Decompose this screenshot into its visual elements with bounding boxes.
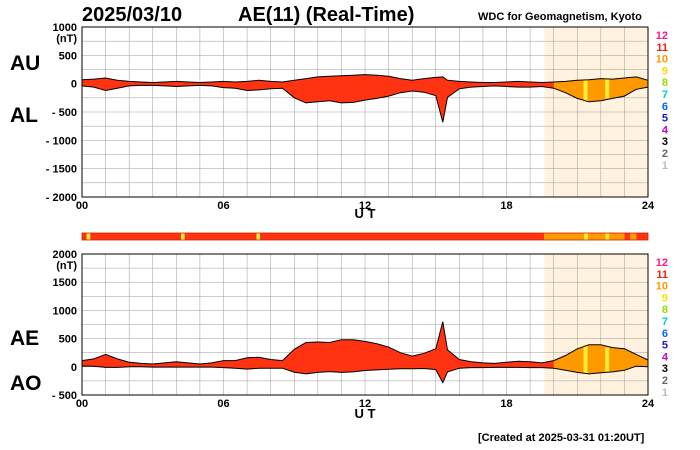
series-line-al <box>81 84 649 123</box>
activity-bar-segment <box>630 233 637 240</box>
scale-label: 3 <box>662 363 668 375</box>
scale-label: 10 <box>656 54 668 66</box>
activity-bar-segment <box>90 233 182 240</box>
source-label: WDC for Geomagnetism, Kyoto <box>478 11 642 23</box>
activity-bar-segment <box>256 233 261 240</box>
activity-bar-segment <box>609 233 625 240</box>
activity-bar-segment <box>181 233 185 240</box>
activity-bar-segment <box>584 233 588 240</box>
created-timestamp: [Created at 2025-03-31 01:20UT] <box>478 432 645 444</box>
y-tick-label: - 1000 <box>46 135 77 147</box>
plot-frame <box>81 26 649 198</box>
x-tick-label: 24 <box>642 398 655 410</box>
x-tick-label: 06 <box>217 398 229 410</box>
series-line-ao <box>81 365 649 384</box>
scale-label: 8 <box>662 77 668 89</box>
x-axis-label: U T <box>355 206 376 221</box>
scale-label: 12 <box>656 30 668 42</box>
y-tick-label: 0 <box>71 79 77 91</box>
area-fill-late-1 <box>553 344 648 374</box>
x-tick-label: 18 <box>500 200 512 212</box>
au-label: AU <box>10 52 41 75</box>
x-tick-label: 12 <box>359 398 371 410</box>
scale-label: 2 <box>662 148 668 160</box>
activity-bar-segment <box>636 233 648 240</box>
scale-label: 7 <box>662 316 668 328</box>
y-tick-label: 1000 <box>53 305 77 317</box>
scale-label: 6 <box>662 328 668 340</box>
ae-label: AE <box>10 327 40 350</box>
scale-label: 11 <box>656 269 668 281</box>
scale-label: 5 <box>662 113 668 125</box>
yellow-stripe <box>583 79 588 102</box>
y-tick-label: - 2000 <box>46 192 77 204</box>
scale-label: 2 <box>662 375 668 387</box>
date-label: 2025/03/10 <box>82 4 183 26</box>
series-line-au <box>81 74 649 84</box>
x-tick-label: 12 <box>359 200 371 212</box>
scale-label: 1 <box>662 160 668 172</box>
yellow-stripe <box>583 344 588 374</box>
scale-label: 7 <box>662 89 668 101</box>
scale-label: 5 <box>662 340 668 352</box>
x-tick-label: 00 <box>76 200 88 212</box>
x-tick-label: 00 <box>76 398 88 410</box>
scale-label: 3 <box>662 136 668 148</box>
x-axis-label: U T <box>355 406 376 421</box>
scale-label: 4 <box>662 351 669 363</box>
activity-bar-segment <box>587 233 606 240</box>
y-tick-label: 1000 <box>53 22 77 34</box>
activity-bar-segment <box>605 233 610 240</box>
y-axis-unit: (nT) <box>56 33 77 45</box>
y-tick-label: - 500 <box>52 107 77 119</box>
y-tick-label: - 1500 <box>46 164 77 176</box>
scale-label: 12 <box>656 257 668 269</box>
ao-label: AO <box>10 372 42 395</box>
activity-bar-segment <box>86 233 91 240</box>
scale-label: 9 <box>662 292 668 304</box>
y-tick-label: 500 <box>59 334 77 346</box>
scale-label: 4 <box>662 124 669 136</box>
yellow-stripe <box>605 347 610 372</box>
scale-label: 6 <box>662 101 668 113</box>
y-tick-label: 1500 <box>53 277 77 289</box>
scale-label: 9 <box>662 65 668 77</box>
y-tick-label: 500 <box>59 50 77 62</box>
plot-frame <box>81 253 649 396</box>
x-tick-label: 24 <box>642 200 655 212</box>
y-tick-label: 0 <box>71 362 77 374</box>
activity-bar-frame <box>81 232 649 241</box>
series-line-ae <box>81 321 649 365</box>
activity-bar-segment <box>184 233 257 240</box>
scale-label: 10 <box>656 281 668 293</box>
scale-label: 8 <box>662 304 668 316</box>
activity-bar-segment <box>260 233 545 240</box>
activity-bar-segment <box>82 233 87 240</box>
y-axis-unit: (nT) <box>56 260 77 272</box>
chart-title: AE(11) (Real-Time) <box>238 4 415 26</box>
scale-label: 11 <box>656 42 668 54</box>
activity-bar-segment <box>544 233 585 240</box>
x-tick-label: 18 <box>500 398 512 410</box>
x-tick-label: 06 <box>217 200 229 212</box>
al-label: AL <box>10 104 38 127</box>
activity-bar-segment <box>624 233 631 240</box>
scale-label: 1 <box>662 387 668 399</box>
yellow-stripe <box>605 79 610 99</box>
y-tick-label: - 500 <box>52 390 77 402</box>
y-tick-label: 2000 <box>53 249 77 261</box>
